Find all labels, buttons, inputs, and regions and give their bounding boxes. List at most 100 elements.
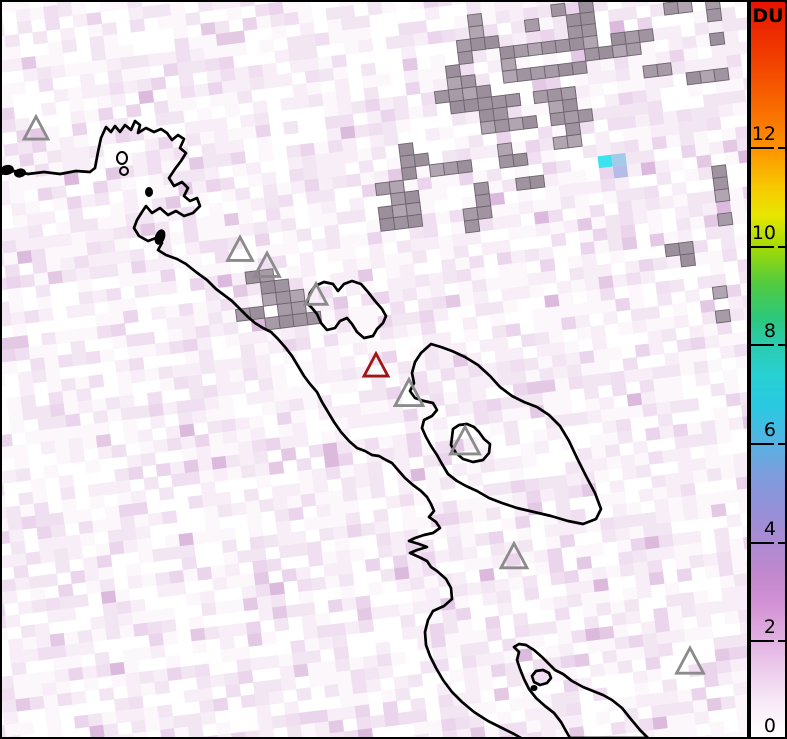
missing-data-pixel: [259, 280, 277, 295]
missing-data-pixel: [413, 152, 430, 168]
missing-data-pixel: [564, 121, 582, 137]
colorbar-tick: [751, 640, 774, 643]
missing-data-pixel: [699, 69, 716, 84]
missing-data-pixel: [390, 191, 407, 207]
islet: [116, 151, 128, 165]
missing-data-pixel: [504, 92, 522, 108]
missing-data-pixel: [597, 45, 615, 60]
missing-data-pixel: [449, 99, 466, 115]
colorbar-tick: [778, 541, 785, 544]
colorbar-tick-label: 6: [763, 419, 776, 442]
coastline-big-island: [408, 342, 603, 526]
missing-data-pixel: [490, 94, 508, 110]
volcano-marker: [21, 113, 51, 141]
missing-data-pixel: [714, 188, 731, 203]
missing-data-pixel: [676, 0, 694, 14]
volcano-marker: [498, 540, 530, 570]
missing-data-pixel: [392, 215, 410, 231]
map-frame: [0, 0, 749, 739]
missing-data-pixel: [579, 11, 596, 26]
missing-data-pixel: [463, 218, 481, 234]
missing-data-pixel: [483, 35, 501, 50]
missing-data-pixel: [512, 152, 529, 168]
missing-data-pixel: [289, 288, 306, 304]
missing-data-pixel: [662, 0, 680, 16]
missing-data-pixel: [611, 43, 628, 59]
missing-data-pixel: [716, 211, 734, 227]
missing-data-pixel: [275, 290, 292, 305]
missing-data-pixel: [466, 12, 484, 28]
missing-data-pixel: [512, 43, 530, 59]
missing-data-pixel: [521, 115, 539, 130]
colorbar-tick: [778, 344, 785, 347]
missing-data-pixel: [642, 63, 659, 79]
missing-data-pixel: [500, 57, 517, 72]
volcano-marker: [252, 250, 282, 278]
coastline-south-island: [512, 642, 650, 739]
missing-data-pixel: [526, 41, 544, 57]
missing-data-pixel: [543, 63, 560, 79]
missing-data-pixel: [248, 305, 266, 321]
missing-data-pixel: [711, 164, 728, 179]
missing-data-pixel: [401, 166, 418, 181]
missing-data-pixel: [478, 108, 495, 123]
volcano-marker: [448, 423, 482, 456]
colorbar-tick: [778, 245, 785, 248]
missing-data-pixel: [714, 308, 732, 324]
missing-data-pixel: [561, 97, 579, 113]
colorbar-tick: [751, 344, 774, 347]
missing-data-pixel: [391, 203, 408, 219]
missing-data-pixel: [444, 64, 462, 79]
missing-data-pixel: [656, 62, 673, 77]
colorbar-tick: [778, 147, 785, 150]
erupting-volcano-marker: [361, 350, 391, 378]
missing-data-pixel: [567, 24, 584, 40]
missing-data-pixel: [563, 109, 580, 125]
missing-data-pixel: [498, 154, 515, 169]
islet: [119, 166, 129, 176]
missing-data-pixel: [379, 217, 396, 232]
missing-data-pixel: [433, 89, 451, 105]
missing-data-pixel: [712, 176, 729, 191]
missing-data-pixel: [398, 142, 415, 157]
colorbar-tick: [778, 443, 785, 446]
volcano-marker: [302, 280, 330, 306]
missing-data-pixel: [442, 160, 460, 176]
missing-data-pixel: [399, 154, 416, 169]
missing-data-pixel: [580, 23, 598, 38]
missing-data-pixel: [565, 12, 582, 28]
missing-data-pixel: [405, 201, 422, 217]
missing-data-pixel: [679, 252, 697, 268]
missing-data-pixel: [496, 142, 514, 157]
missing-data-pixel: [278, 314, 295, 329]
missing-data-pixel: [571, 60, 588, 76]
colorbar-tick: [751, 245, 774, 248]
missing-data-pixel: [713, 67, 730, 82]
missing-data-pixel: [462, 206, 479, 222]
colorbar: DU 0 2 4 6 8 10 12: [749, 0, 787, 739]
volcano-marker: [225, 234, 255, 262]
missing-data-pixel: [560, 86, 577, 101]
colorbar-tick: [751, 147, 774, 150]
missing-data-pixel: [492, 106, 509, 122]
missing-data-pixel: [403, 189, 421, 205]
missing-data-pixel: [468, 24, 485, 40]
missing-data-pixel: [529, 65, 547, 81]
colorbar-tick-label: 10: [751, 221, 776, 244]
missing-data-pixel: [515, 176, 532, 191]
missing-data-pixel: [550, 2, 567, 18]
missing-data-pixel: [583, 46, 601, 62]
colorbar-tick-label: 0: [763, 714, 776, 737]
missing-data-pixel: [708, 31, 726, 47]
missing-data-pixel: [532, 89, 550, 105]
colorbar-tick-label: 8: [763, 320, 776, 343]
missing-data-pixel: [234, 307, 252, 323]
islet: [154, 229, 166, 245]
missing-data-pixel: [624, 29, 641, 45]
missing-data-pixel: [457, 50, 474, 66]
missing-data-pixel: [554, 38, 571, 54]
